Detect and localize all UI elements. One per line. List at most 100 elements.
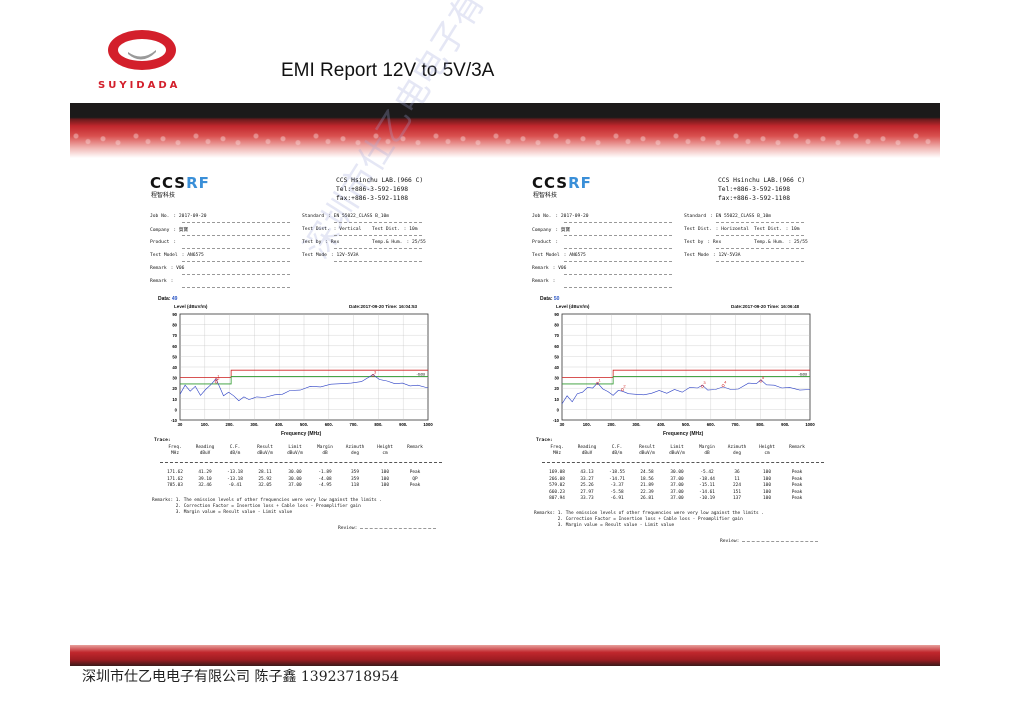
page-title: EMI Report 12V to 5V/3A	[281, 60, 495, 81]
table-cell: 171.62	[167, 476, 183, 482]
ccs-logo: CCSRF	[150, 174, 210, 192]
table-cell: 32.46	[198, 483, 212, 488]
table-cell: 28.11	[258, 470, 272, 475]
field-test_model: Test Model: AN6575	[150, 253, 204, 258]
table-cell: Peak	[409, 470, 421, 475]
peak-marker	[371, 373, 375, 377]
field-test_dist2: Test Dist.: 10m	[372, 227, 418, 232]
table-cell: 26.81	[640, 496, 654, 501]
table-row: 169.08 43.13 -18.55 24.58 30.00 -5.42 36 100 Pea…	[542, 470, 812, 477]
table-header-cell: Result	[257, 445, 273, 450]
field-remark2: Remark:	[150, 279, 174, 284]
emission-trace	[561, 379, 811, 405]
table-unit-cell: dB/m	[611, 451, 623, 456]
peak-marker-label: 1	[217, 374, 220, 379]
peak-marker-label: 3	[374, 369, 377, 374]
table-cell: 36	[734, 470, 740, 475]
y-tick-label: 10	[172, 397, 177, 402]
table-cell: 37.00	[670, 496, 684, 501]
x-tick-label: 600.	[325, 422, 333, 427]
y-tick-label: 60	[554, 344, 559, 349]
field-job_no: Job No.: 2017-09-20	[150, 214, 207, 219]
y-tick-label: -10	[553, 418, 560, 423]
footer-bar	[70, 645, 940, 666]
table-unit-cell	[400, 451, 430, 457]
table-cell: -1.89	[318, 470, 332, 475]
table-unit-cell: deg	[733, 451, 741, 456]
table-cell: Peak	[791, 470, 803, 475]
remarks: Remarks: 1. The emission levels of other…	[152, 498, 382, 516]
table-cell: 24.58	[640, 470, 654, 475]
y-tick-label: 40	[554, 365, 559, 370]
table-cell: 785.03	[167, 483, 183, 488]
table-cell: Peak	[409, 483, 421, 488]
table-cell: 37.00	[670, 489, 684, 495]
y-tick-label: 90	[554, 312, 559, 317]
table-unit-cell: dBuV/m	[287, 451, 303, 456]
ccs-logo-sub: 程智科技	[151, 192, 176, 199]
result-table-header: Freq. Reading C.F. Result Limit Margin Azimuth…	[160, 445, 430, 457]
table-header-cell: Azimuth	[345, 445, 365, 450]
lab-line: fax:+886-3-592-1108	[718, 195, 791, 202]
table-unit-cell: dBuV	[199, 451, 211, 456]
x-tick-label: 300.	[632, 422, 640, 427]
table-cell: -5.42	[700, 470, 714, 475]
x-tick-label: 30	[178, 422, 183, 427]
peak-marker-label: 2	[623, 384, 626, 389]
x-tick-label: 100.	[201, 422, 209, 427]
x-tick-label: 900.	[399, 422, 407, 427]
table-header-cell: Azimuth	[727, 445, 747, 450]
table-cell: -18.55	[609, 470, 625, 475]
x-tick-label: 900.	[781, 422, 789, 427]
table-cell: 118	[351, 483, 359, 488]
table-header-cell: Remark	[407, 445, 423, 450]
table-unit-cell: dBuV/m	[257, 451, 273, 456]
table-cell: -6.91	[610, 496, 624, 501]
peak-marker	[700, 384, 704, 388]
table-cell: -0.41	[228, 483, 242, 488]
x-tick-label: 30	[560, 422, 565, 427]
table-cell: 137	[733, 496, 741, 501]
table-cell: 30.00	[288, 476, 302, 482]
table-cell: 27.97	[580, 489, 594, 495]
remark-line: 3. Margin value = Result value - Limit v…	[534, 522, 675, 528]
field-test_by: Test by: Rex	[684, 240, 722, 245]
peak-marker-label: 1	[599, 377, 602, 382]
table-cell: 100	[763, 489, 771, 495]
lab-info: CCS Hsinchu LAB.(966 C) Tel:+886-3-592-16…	[336, 176, 452, 203]
x-axis-label: Frequency (MHz)	[281, 431, 322, 437]
x-tick-label: 400.	[657, 422, 665, 427]
x-tick-label: 300.	[250, 422, 258, 427]
table-cell: 25.26	[580, 483, 594, 488]
limit-line	[180, 369, 428, 378]
footer-contact: 深圳市仕乙电电子有限公司 陈子鑫 13923718954	[82, 669, 399, 685]
table-cell: 151	[733, 489, 741, 495]
table-cell: -18.44	[699, 476, 715, 482]
remarks: Remarks: 1. The emission levels of other…	[534, 511, 764, 529]
y-axis-label: Level (dBuV/m)	[174, 304, 208, 309]
table-cell: -14.71	[609, 476, 625, 482]
table-header-cell: Result	[639, 445, 655, 450]
y-tick-label: 0	[557, 407, 560, 412]
table-cell: 100	[763, 470, 771, 475]
table-cell: -10.19	[699, 496, 715, 501]
y-tick-label: 50	[554, 354, 559, 359]
peak-marker	[721, 384, 725, 388]
table-header-cell: Remark	[789, 445, 805, 450]
x-tick-label: 100.	[583, 422, 591, 427]
x-axis-label: Frequency (MHz)	[663, 431, 704, 437]
table-header-cell: Reading	[577, 445, 597, 450]
peak-marker-label: 3	[703, 380, 706, 385]
y-tick-label: 30	[172, 376, 177, 381]
table-unit-cell: deg	[351, 451, 359, 456]
table-cell: -4.08	[318, 476, 332, 482]
table-unit-cell: cm	[764, 451, 770, 456]
x-tick-label: 1000	[423, 422, 433, 427]
field-test_mode: Test Mode: 12V-5V3A	[302, 253, 359, 258]
peak-marker-label: 5	[762, 375, 765, 380]
table-cell: Peak	[791, 476, 803, 482]
table-cell: 25.92	[258, 476, 272, 482]
data-number: Data: 49	[158, 296, 178, 302]
y-tick-label: 90	[172, 312, 177, 317]
